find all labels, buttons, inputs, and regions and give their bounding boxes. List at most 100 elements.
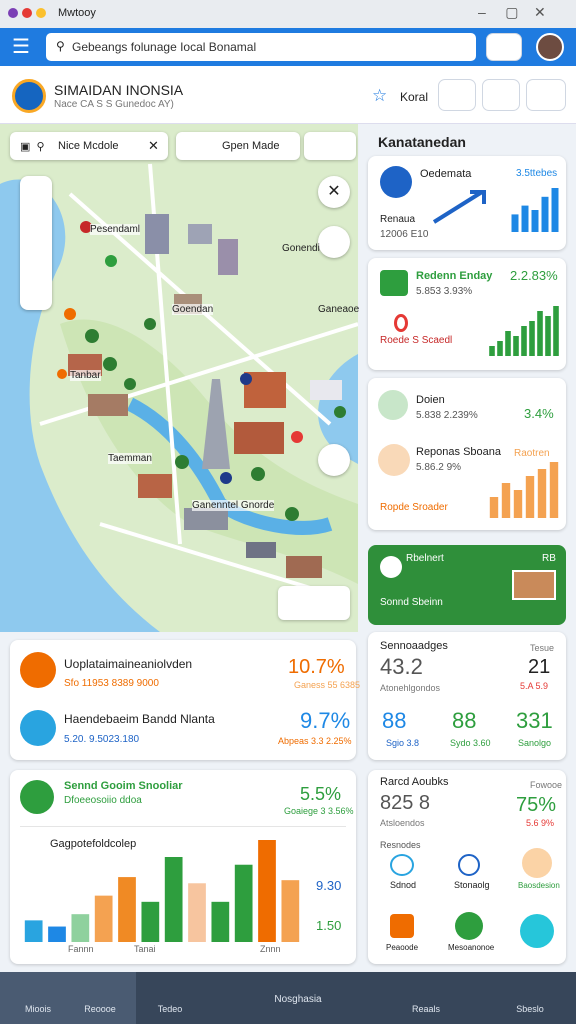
map-toolbar[interactable] bbox=[20, 176, 52, 310]
growth-sub: Dfoeeosoiio ddoa bbox=[64, 795, 142, 806]
notify-button[interactable] bbox=[486, 33, 522, 61]
nav-item[interactable]: Nosghasia bbox=[274, 994, 322, 1005]
trend-arrow bbox=[432, 190, 486, 224]
card-icon bbox=[380, 270, 408, 296]
stats-col-sub: Sgio 3.8 bbox=[386, 738, 420, 748]
card-sub: 5.838 2.239% bbox=[416, 410, 478, 421]
card-value: 3.5ttebes bbox=[516, 168, 558, 179]
map-tool[interactable] bbox=[318, 444, 350, 476]
map-label: Goendan bbox=[172, 304, 214, 315]
map-chip[interactable] bbox=[10, 132, 168, 160]
card-note: Reponas Sboana bbox=[416, 446, 502, 458]
bar bbox=[545, 316, 551, 356]
card-foot: Ropde Sroader bbox=[380, 502, 448, 513]
map-label: Ganeaoe bbox=[318, 304, 360, 315]
chart-title: Gagpotefoldcolep bbox=[50, 838, 137, 850]
growth-chart bbox=[24, 840, 300, 942]
header-action[interactable]: Koral bbox=[400, 90, 429, 104]
divider bbox=[20, 826, 346, 827]
bar bbox=[258, 840, 276, 942]
map-chip[interactable] bbox=[176, 132, 300, 160]
stats-col-value: 88 bbox=[382, 708, 407, 733]
map-label: Taemman bbox=[108, 453, 152, 464]
menu-button[interactable]: ☰ bbox=[12, 36, 30, 58]
nav-item[interactable]: Reoooe bbox=[84, 1004, 116, 1014]
search-box[interactable] bbox=[46, 33, 476, 61]
map-tool[interactable] bbox=[318, 226, 350, 258]
stats-title: Sennoaadges bbox=[380, 640, 448, 652]
books-value: 75% bbox=[516, 794, 557, 816]
header-title: SIMAIDAN INONSIA bbox=[54, 82, 184, 98]
book-icon[interactable] bbox=[390, 854, 414, 876]
card-name: Redenn Enday bbox=[416, 270, 493, 282]
kpi-sub: Sfo 11953 8389 9000 bbox=[64, 678, 159, 689]
stats-value: 43.2 bbox=[380, 654, 423, 679]
nav-item[interactable]: Sbeslo bbox=[516, 1004, 544, 1014]
bar bbox=[48, 926, 66, 942]
map bbox=[0, 124, 358, 632]
x-label: Fannn bbox=[68, 944, 94, 954]
stats-sub: Atonehlgondos bbox=[380, 683, 441, 693]
nav-item[interactable]: Reaals bbox=[411, 1004, 440, 1014]
icon-button[interactable] bbox=[482, 79, 520, 111]
chip-text[interactable]: Nice Mcdole bbox=[58, 140, 119, 152]
card-sub: 5.86.2 9% bbox=[416, 462, 462, 473]
map-label: Tanbar bbox=[70, 370, 101, 381]
kpi-title: Uoplataimaineaniolvden bbox=[64, 657, 193, 671]
bar bbox=[525, 476, 535, 518]
bar bbox=[511, 214, 519, 232]
card-value: Raotren bbox=[514, 448, 550, 459]
book-label: Sdnod bbox=[390, 880, 417, 890]
book-label: Baosdesion bbox=[518, 881, 560, 890]
map-label: Pesendaml bbox=[90, 224, 141, 235]
bar bbox=[551, 188, 559, 232]
book-icon[interactable] bbox=[458, 854, 480, 876]
logo bbox=[12, 79, 46, 113]
bar bbox=[541, 196, 549, 232]
book-icon[interactable] bbox=[390, 914, 414, 938]
map-label: Ganenntel Gnorde bbox=[192, 500, 275, 511]
dot bbox=[36, 8, 46, 18]
icon-button[interactable] bbox=[438, 79, 476, 111]
dot bbox=[22, 8, 32, 18]
map-chip[interactable] bbox=[304, 132, 356, 160]
bar bbox=[549, 462, 559, 518]
kpi-value: 9.7% bbox=[300, 708, 351, 733]
chip-text[interactable]: Gpen Made bbox=[222, 140, 280, 152]
card-value: RB bbox=[542, 553, 556, 564]
profile-button[interactable] bbox=[526, 79, 566, 111]
kpi-note: Ganess 55 6385 bbox=[294, 680, 361, 690]
chip-close[interactable]: ✕ bbox=[148, 138, 159, 153]
books-sub: Atsloendos bbox=[380, 818, 425, 828]
growth-value: 5.5% bbox=[300, 784, 342, 804]
kpi-sub: 5.20. 9.5023.180 bbox=[64, 734, 140, 745]
bar bbox=[211, 901, 230, 942]
bar bbox=[188, 883, 206, 942]
nav-item[interactable]: Tedeo bbox=[157, 1004, 183, 1014]
bar bbox=[501, 483, 511, 518]
book-icon[interactable] bbox=[455, 912, 483, 940]
stats-col-sub: Sanolgo bbox=[518, 738, 552, 748]
map-zoom[interactable] bbox=[278, 586, 350, 620]
books-value: 825 8 bbox=[380, 792, 431, 814]
card-name: Oedemata bbox=[420, 168, 472, 180]
map-label: Gonendi bbox=[282, 243, 320, 254]
bar bbox=[505, 331, 511, 356]
window-title: Mwtooy bbox=[58, 7, 96, 19]
star-icon[interactable]: ☆ bbox=[372, 86, 388, 105]
book-icon[interactable] bbox=[522, 848, 552, 878]
bar bbox=[521, 205, 529, 232]
book-icon[interactable] bbox=[520, 914, 554, 948]
card-sub: 12006 E10 bbox=[380, 229, 429, 240]
window-controls[interactable]: – ▢ ✕ bbox=[478, 4, 546, 20]
bar bbox=[537, 469, 547, 518]
avatar[interactable] bbox=[536, 33, 564, 61]
search-text: Gebeangs folunage Iocal Bonamal bbox=[72, 40, 257, 54]
header bbox=[0, 66, 576, 124]
map-close[interactable]: ✕ bbox=[318, 176, 350, 208]
mini-bars bbox=[511, 188, 559, 232]
bar bbox=[281, 880, 300, 942]
bar bbox=[537, 311, 543, 356]
nav-item[interactable]: Mioois bbox=[24, 1004, 51, 1014]
books-section: Resnodes bbox=[380, 840, 421, 850]
